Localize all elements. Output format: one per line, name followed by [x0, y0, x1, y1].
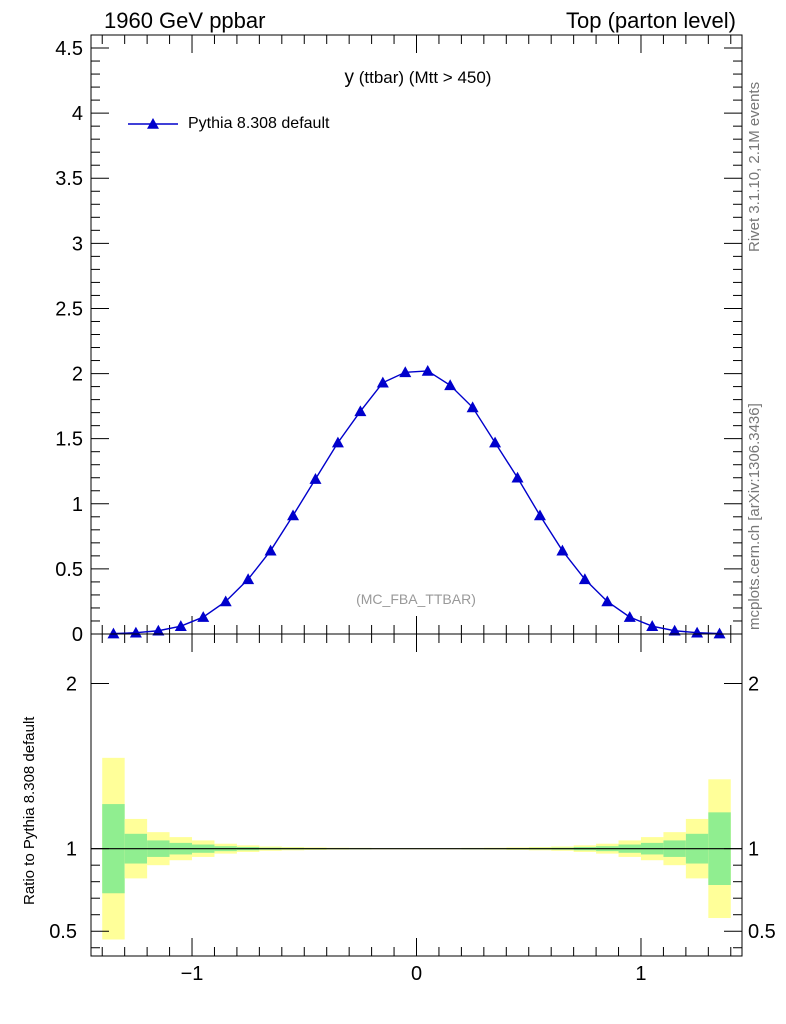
ratio-bands: [91, 757, 742, 940]
series-point: [219, 595, 232, 607]
ratio-y-tick-label-left: 2: [66, 674, 77, 696]
ratio-y-tick-label-left: 0.5: [49, 921, 77, 943]
lower-frame: [90, 633, 743, 957]
ratio-axis-label: Ratio to Pythia 8.308 default: [21, 716, 38, 905]
y-tick-label: 4: [72, 103, 83, 125]
series-point: [242, 573, 255, 585]
ratio-y-tick-label-right: 0.5: [748, 921, 776, 943]
rivet-version-label: Rivet 3.1.10, 2.1M events: [746, 81, 763, 252]
y-tick-label: 3.5: [55, 168, 83, 190]
series-point: [511, 471, 524, 483]
x-tick-label: −1: [181, 963, 204, 985]
series-point: [691, 626, 704, 638]
series-point: [107, 627, 120, 639]
series-point: [646, 620, 659, 631]
series-point: [174, 620, 187, 631]
series-point: [287, 509, 300, 521]
legend-marker: [128, 118, 178, 129]
upper-series: [107, 364, 726, 639]
series-point: [556, 544, 569, 556]
x-tick-label: 1: [635, 963, 646, 985]
ratio-y-tick-label-right: 2: [748, 674, 759, 696]
series-point: [444, 379, 457, 391]
analysis-name: (MC_FBA_TTBAR): [356, 591, 476, 607]
series-point: [668, 624, 681, 636]
series-point: [601, 595, 614, 607]
upper-axis: 0 0.5 1 1.5 2 2.5 3 3.5 4 4.5: [55, 34, 743, 646]
ratio-y-tick-label-right: 1: [748, 839, 759, 861]
series-point: [623, 611, 636, 622]
series-point: [421, 364, 434, 376]
series-point: [399, 366, 412, 378]
series-point: [376, 376, 389, 388]
legend-entry-label: Pythia 8.308 default: [188, 115, 330, 132]
y-tick-label: 0.5: [55, 559, 83, 581]
series-line: [113, 370, 720, 635]
y-tick-label: 2.5: [55, 298, 83, 320]
legend-triangle-icon: [147, 118, 159, 129]
header-beam-energy: 1960 GeV ppbar: [104, 8, 266, 33]
series-point: [129, 626, 142, 638]
y-tick-label: 4.5: [55, 38, 83, 60]
series-point: [331, 436, 344, 448]
series-point: [578, 573, 591, 585]
observable-suffix: (ttbar) (Mtt > 450): [354, 68, 492, 87]
y-tick-label: 3: [72, 233, 83, 255]
observable-title: y (ttbar) (Mtt > 450): [0, 67, 786, 89]
series-point: [309, 473, 322, 484]
series-point: [489, 436, 502, 448]
ratio-y-tick-label-left: 1: [66, 839, 77, 861]
series-point: [533, 509, 546, 521]
observable-symbol: y: [344, 67, 355, 88]
series-point: [152, 624, 165, 636]
y-tick-label: 1: [72, 494, 83, 516]
series-point: [354, 405, 367, 417]
x-tick-label: 0: [411, 963, 422, 985]
y-tick-label: 0: [72, 624, 83, 646]
series-point: [466, 401, 479, 413]
y-tick-label: 2: [72, 364, 83, 386]
series-point: [713, 627, 726, 639]
series-point: [197, 611, 210, 622]
lower-axis: 0.5 0.5 1 1 2 2 −1 0 1: [49, 633, 776, 985]
series-point: [264, 544, 277, 556]
y-tick-label: 1.5: [55, 429, 83, 451]
header-process: Top (parton level): [566, 8, 736, 33]
